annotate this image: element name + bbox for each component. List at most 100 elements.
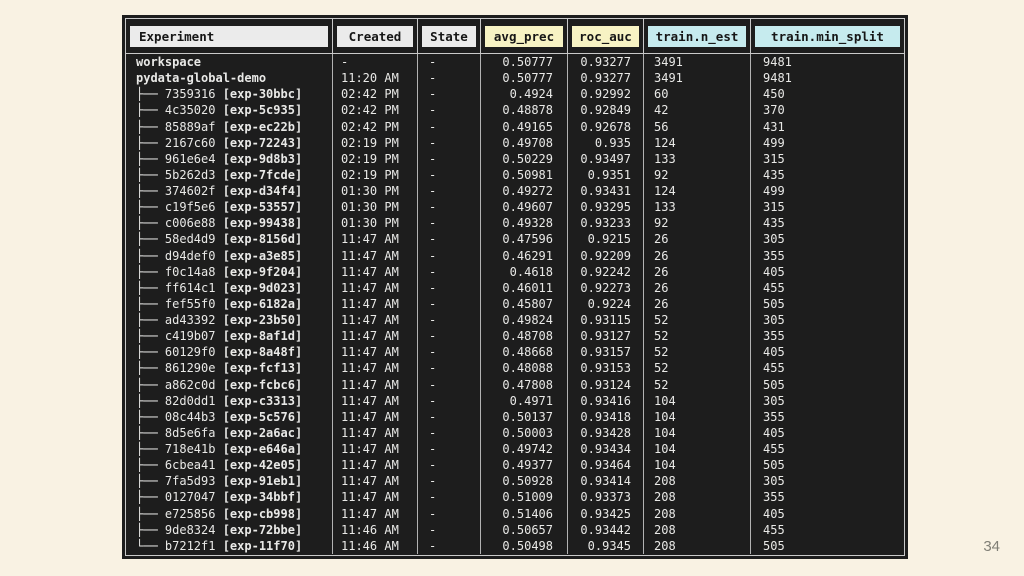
experiment-hash: b7212f1 xyxy=(164,538,223,553)
state-cell: - xyxy=(418,86,481,103)
n-est-cell: 3491 xyxy=(644,54,751,71)
min-split-cell: 315 xyxy=(763,200,785,215)
experiment-hash: 7359316 xyxy=(164,87,223,102)
roc-auc-cell: 0.92992 xyxy=(568,86,644,103)
min-split-cell: 455 xyxy=(763,522,785,537)
experiment-name: [exp-5c576] xyxy=(222,409,303,424)
experiment-name: [exp-42e05] xyxy=(222,458,303,473)
tree-branch-glyph: ├── xyxy=(136,425,165,440)
min-split-cell: 355 xyxy=(763,490,785,505)
experiment-cell: └── b7212f1 [exp-11f70] xyxy=(126,537,333,554)
table-row: ├── 2167c60 [exp-72243] 02:19 PM -0.49708 0… xyxy=(126,134,904,151)
state-cell: - xyxy=(418,392,481,409)
created-cell: 11:47 AM xyxy=(333,295,418,312)
avg-prec-cell: 0.48668 xyxy=(481,344,568,361)
roc-auc-cell: 0.93416 xyxy=(568,392,644,409)
state-cell: - xyxy=(418,376,481,393)
avg-prec-cell: 0.49272 xyxy=(481,183,568,200)
column-header-label: Experiment xyxy=(130,25,328,47)
created-cell: 11:20 AM xyxy=(333,70,418,87)
n-est-cell: 208 xyxy=(644,505,751,522)
created-cell: 11:47 AM xyxy=(333,392,418,409)
experiment-cell: ├── 85889af [exp-ec22b] xyxy=(126,118,333,135)
experiment-hash: c419b07 xyxy=(164,329,223,344)
tree-branch-glyph: ├── xyxy=(136,135,165,150)
min-split-cell: 499 xyxy=(763,135,785,150)
experiment-cell: ├── 0127047 [exp-34bbf] xyxy=(126,489,333,506)
tree-branch-glyph: ├── xyxy=(136,442,165,456)
n-est-cell: 104 xyxy=(644,424,751,441)
n-est-cell: 56 xyxy=(644,118,751,135)
table-row: ├── 85889af [exp-ec22b] 02:42 PM -0.49165 0… xyxy=(126,118,904,135)
avg-prec-cell: 0.50981 xyxy=(481,166,568,183)
state-cell: - xyxy=(418,473,481,490)
n-est-cell: 208 xyxy=(644,521,751,538)
experiment-name: [exp-ec22b] xyxy=(222,119,303,134)
roc-auc-cell: 0.9215 xyxy=(568,231,644,248)
avg-prec-cell: 0.45807 xyxy=(481,295,568,312)
tree-branch-glyph: ├── xyxy=(136,345,165,360)
avg-prec-cell: 0.4971 xyxy=(481,392,568,409)
experiment-cell: workspace xyxy=(126,54,333,71)
avg-prec-cell: 0.48088 xyxy=(481,360,568,377)
experiment-cell: ├── ad43392 [exp-23b50] xyxy=(126,312,333,329)
roc-auc-cell: 0.93497 xyxy=(568,150,644,167)
table-row: pydata-global-demo 11:20 AM -0.50777 0.9327… xyxy=(126,70,904,87)
experiment-name: [exp-c3313] xyxy=(222,393,303,408)
experiment-name: [exp-34bbf] xyxy=(222,490,303,505)
column-header-avg_prec: avg_prec xyxy=(481,19,568,53)
tree-branch-glyph: ├── xyxy=(136,167,165,182)
experiment-name: [exp-7fcde] xyxy=(222,167,303,182)
experiment-hash: 961e6e4 xyxy=(164,151,223,166)
experiment-cell: ├── 2167c60 [exp-72243] xyxy=(126,134,333,151)
n-est-cell: 52 xyxy=(644,328,751,345)
n-est-cell: 92 xyxy=(644,215,751,232)
table-row: ├── 861290e [exp-fcf13] 11:47 AM -0.48088 0… xyxy=(126,360,904,377)
experiment-hash: d94def0 xyxy=(164,248,223,263)
tree-branch-glyph: ├── xyxy=(136,329,165,344)
min-split-cell: 9481 xyxy=(763,71,792,86)
roc-auc-cell: 0.93124 xyxy=(568,376,644,393)
n-est-cell: 3491 xyxy=(644,70,751,87)
avg-prec-cell: 0.49165 xyxy=(481,118,568,135)
column-header-label: State xyxy=(422,25,476,47)
experiment-name: [exp-11f70] xyxy=(222,538,303,553)
experiment-hash: ff614c1 xyxy=(164,280,223,295)
min-split-cell: 505 xyxy=(763,377,785,392)
table-row: ├── 8d5e6fa [exp-2a6ac] 11:47 AM -0.50003 0… xyxy=(126,424,904,441)
experiment-name: [exp-fcbc6] xyxy=(222,377,303,392)
experiment-hash: 2167c60 xyxy=(164,135,223,150)
roc-auc-cell: 0.92678 xyxy=(568,118,644,135)
n-est-cell: 52 xyxy=(644,376,751,393)
roc-auc-cell: 0.93428 xyxy=(568,424,644,441)
experiment-cell: ├── 60129f0 [exp-8a48f] xyxy=(126,344,333,361)
min-split-cell: 455 xyxy=(763,280,785,295)
created-cell: 02:42 PM xyxy=(333,102,418,119)
avg-prec-cell: 0.50498 xyxy=(481,537,568,554)
state-cell: - xyxy=(418,54,481,71)
min-split-cell: 499 xyxy=(763,184,785,198)
column-header-Experiment: Experiment xyxy=(126,19,333,53)
min-split-cell: 435 xyxy=(763,216,785,231)
state-cell: - xyxy=(418,263,481,280)
state-cell: - xyxy=(418,231,481,248)
avg-prec-cell: 0.47596 xyxy=(481,231,568,248)
experiment-hash: fef55f0 xyxy=(164,296,223,311)
tree-branch-glyph: ├── xyxy=(136,200,165,215)
avg-prec-cell: 0.49708 xyxy=(481,134,568,151)
n-est-cell: 133 xyxy=(644,199,751,216)
experiment-hash: 60129f0 xyxy=(164,345,223,360)
experiment-hash: 08c44b3 xyxy=(164,409,223,424)
min-split-cell: 9481 xyxy=(763,55,792,69)
branch-name: pydata-global-demo xyxy=(136,71,267,86)
column-header-label: roc_auc xyxy=(572,25,639,47)
roc-auc-cell: 0.93434 xyxy=(568,441,644,458)
table-row: ├── 82d0dd1 [exp-c3313] 11:47 AM -0.4971 0.… xyxy=(126,392,904,409)
avg-prec-cell: 0.46291 xyxy=(481,247,568,264)
state-cell: - xyxy=(418,441,481,458)
table-row: ├── f0c14a8 [exp-9f204] 11:47 AM -0.4618 0.… xyxy=(126,263,904,280)
n-est-cell: 104 xyxy=(644,457,751,474)
column-header-label: train.min_split xyxy=(755,25,900,47)
n-est-cell: 208 xyxy=(644,473,751,490)
experiment-hash: 5b262d3 xyxy=(164,167,223,182)
